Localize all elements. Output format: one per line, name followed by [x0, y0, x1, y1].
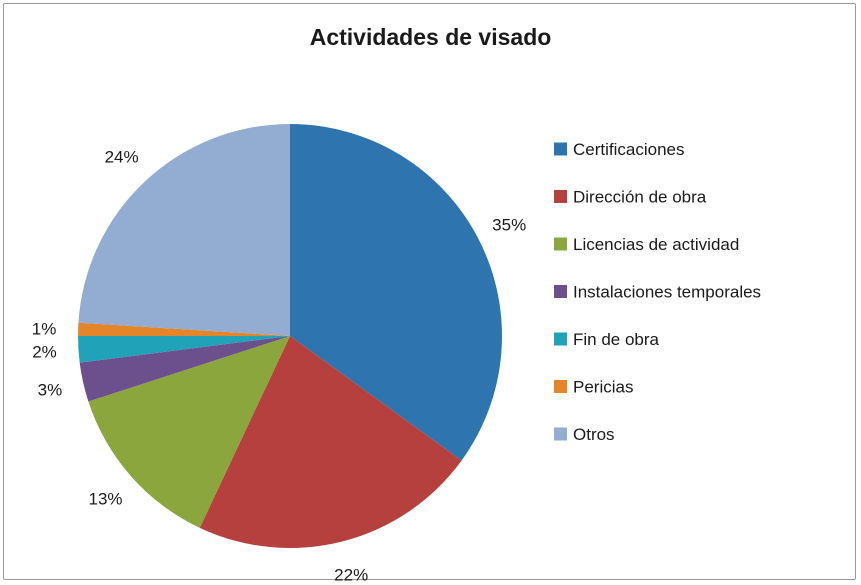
pie-slice-otros [78, 124, 290, 336]
pie-slice-pericias [78, 322, 290, 336]
pie-label-otros: 24% [105, 148, 139, 167]
chart-legend: Certificaciones Dirección de obra Licencia… [554, 140, 761, 444]
legend-label-licencias-de-actividad: Licencias de actividad [573, 235, 739, 254]
legend-label-direccion-de-obra: Dirección de obra [573, 188, 707, 207]
legend-swatch-direccion-de-obra [554, 190, 567, 203]
legend-swatch-fin-de-obra [554, 332, 567, 346]
pie-label-fin-de-obra: 2% [32, 342, 57, 361]
pie-label-certificaciones: 35% [492, 215, 526, 234]
pie-label-direccion-de-obra: 22% [334, 565, 368, 584]
legend-label-instalaciones-temporales: Instalaciones temporales [573, 283, 761, 302]
chart-title: Actividades de visado [309, 24, 552, 50]
legend-swatch-licencias-de-actividad [554, 237, 567, 251]
pie-label-instalaciones-temporales: 3% [38, 381, 63, 400]
pie-slice-instalaciones-temporales [79, 336, 290, 402]
pie-label-pericias: 1% [32, 319, 57, 338]
legend-label-pericias: Pericias [573, 378, 633, 397]
legend-label-fin-de-obra: Fin de obra [573, 330, 660, 349]
legend-label-certificaciones: Certificaciones [573, 140, 685, 159]
pie-slice-certificaciones [290, 124, 502, 461]
pie-slice-fin-de-obra [78, 336, 290, 363]
legend-swatch-certificaciones [554, 142, 567, 156]
pie-slice-licencias-de-actividad [88, 336, 290, 528]
legend-label-otros: Otros [573, 425, 615, 444]
pie-slices [78, 124, 502, 548]
legend-swatch-instalaciones-temporales [554, 285, 567, 298]
pie-percent-labels: 35% 22% 13% 3% 2% 1% 24% [32, 148, 526, 585]
pie-label-licencias-de-actividad: 13% [88, 490, 122, 509]
legend-swatch-pericias [554, 380, 567, 393]
legend-swatch-otros [554, 427, 567, 441]
pie-slice-direccion-de-obra [199, 336, 462, 548]
